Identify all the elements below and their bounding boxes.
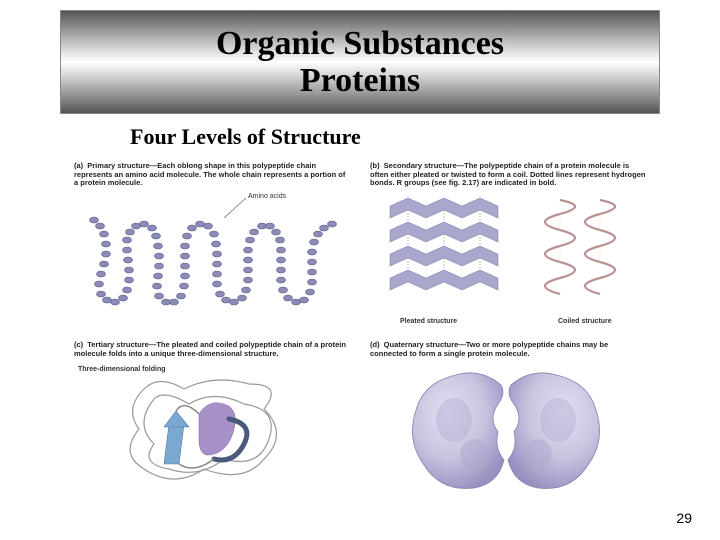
panel-c-label: (c) Tertiary structure—The pleated and c… <box>74 341 350 358</box>
panel-a-heading: Primary structure—Each oblong shape in t… <box>74 161 345 187</box>
panel-tertiary: (c) Tertiary structure—The pleated and c… <box>68 337 356 508</box>
panel-b-heading: Secondary structure—The polypeptide chai… <box>370 161 645 187</box>
tertiary-structure-diagram <box>114 369 314 489</box>
page-number: 29 <box>676 510 692 526</box>
title-line-1: Organic Substances <box>216 25 504 62</box>
panel-b-caption-right: Coiled structure <box>558 318 612 325</box>
title-line-2: Proteins <box>300 62 420 99</box>
panel-primary: (a) Primary structure—Each oblong shape … <box>68 158 356 329</box>
primary-structure-diagram: Amino acids <box>74 190 350 312</box>
panel-quaternary: (d) Quaternary structure—Two or more pol… <box>364 337 652 508</box>
panel-secondary: (b) Secondary structure—The polypeptide … <box>364 158 652 329</box>
subtitle: Four Levels of Structure <box>130 124 361 150</box>
svg-text:Amino acids: Amino acids <box>248 193 287 200</box>
panel-b-caption-left: Pleated structure <box>400 318 457 325</box>
secondary-structure-diagram <box>370 190 646 302</box>
panel-d-label: (d) Quaternary structure—Two or more pol… <box>370 341 646 358</box>
panel-a-label: (a) Primary structure—Each oblong shape … <box>74 162 350 188</box>
structure-grid: (a) Primary structure—Each oblong shape … <box>68 158 652 508</box>
title-banner: Organic Substances Proteins <box>60 10 660 114</box>
quaternary-structure-diagram <box>386 360 626 500</box>
panel-d-heading: Quaternary structure—Two or more polypep… <box>370 340 608 358</box>
panel-b-label: (b) Secondary structure—The polypeptide … <box>370 162 646 188</box>
panel-c-heading: Tertiary structure—The pleated and coile… <box>74 340 346 358</box>
